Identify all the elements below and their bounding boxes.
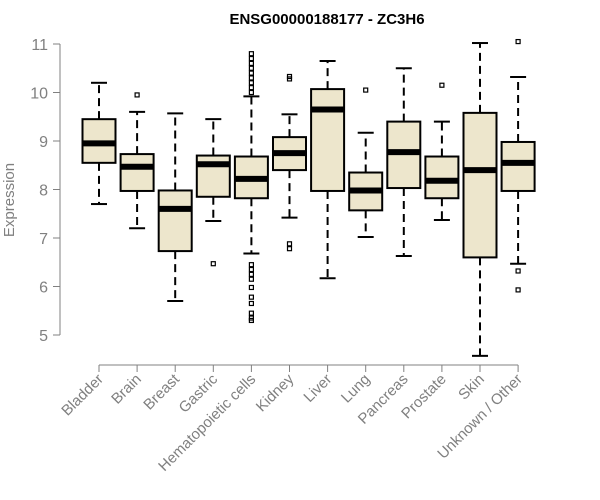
box-iqr xyxy=(157,189,193,253)
outlier-point xyxy=(248,300,254,307)
box-gastric xyxy=(195,118,231,267)
outlier-point xyxy=(248,262,254,268)
x-tick-label-bladder: Bladder xyxy=(58,371,107,420)
y-tick-label-10: 10 xyxy=(30,86,48,103)
box-iqr xyxy=(424,155,460,200)
box-kidney xyxy=(272,73,307,252)
outlier-point xyxy=(248,51,254,57)
y-axis-title: Expression xyxy=(1,163,18,237)
outlier-point xyxy=(248,60,254,67)
chart-title: ENSG00000188177 - ZC3H6 xyxy=(229,11,424,28)
outlier-point xyxy=(248,55,254,62)
y-tick-label-9: 9 xyxy=(39,134,48,151)
outlier-point xyxy=(363,87,369,93)
outlier-point xyxy=(248,294,254,300)
outlier-point xyxy=(248,310,254,316)
x-tick-label-liver: Liver xyxy=(300,371,335,406)
outlier-point xyxy=(248,80,254,86)
outlier-point xyxy=(248,65,254,71)
box-hematopoietic-cells xyxy=(233,51,269,324)
outlier-point xyxy=(248,317,254,324)
outlier-point xyxy=(248,266,254,273)
outlier-point xyxy=(248,271,254,277)
x-tick-label-brain: Brain xyxy=(108,371,145,408)
box-brain xyxy=(119,92,155,230)
boxes-group xyxy=(81,38,536,357)
outlier-point xyxy=(134,92,140,98)
y-tick-label-7: 7 xyxy=(39,231,48,248)
outlier-point xyxy=(515,287,521,293)
outlier-point xyxy=(286,73,293,80)
box-pancreas xyxy=(386,67,422,257)
outlier-point xyxy=(515,268,521,274)
x-tick-label-skin: Skin xyxy=(455,371,488,404)
outlier-point xyxy=(515,38,521,45)
outlier-point xyxy=(286,241,293,247)
box-skin xyxy=(462,42,498,357)
box-prostate xyxy=(424,82,460,222)
y-axis: 5 6 7 8 9 10 11 xyxy=(30,37,61,345)
outlier-point xyxy=(210,261,216,267)
box-iqr xyxy=(119,153,155,192)
outlier-point xyxy=(286,246,293,252)
box-breast xyxy=(157,112,193,303)
box-unknown-other xyxy=(500,38,536,293)
y-tick-label-8: 8 xyxy=(39,183,48,200)
x-tick-label-kidney: Kidney xyxy=(253,370,298,415)
box-iqr xyxy=(462,111,498,259)
box-lung xyxy=(348,87,384,239)
outlier-point xyxy=(439,82,445,88)
y-tick-label-11: 11 xyxy=(31,37,48,54)
box-iqr xyxy=(310,88,346,192)
outlier-point xyxy=(248,284,254,291)
outlier-point xyxy=(248,70,254,76)
outlier-point xyxy=(248,85,254,91)
box-liver xyxy=(310,59,346,280)
y-tick-label-6: 6 xyxy=(39,280,48,297)
outlier-point xyxy=(248,89,254,96)
box-bladder xyxy=(81,81,117,206)
y-tick-label-5: 5 xyxy=(39,328,48,345)
outlier-point xyxy=(248,276,254,282)
box-iqr xyxy=(500,140,536,192)
outlier-point xyxy=(248,75,254,81)
